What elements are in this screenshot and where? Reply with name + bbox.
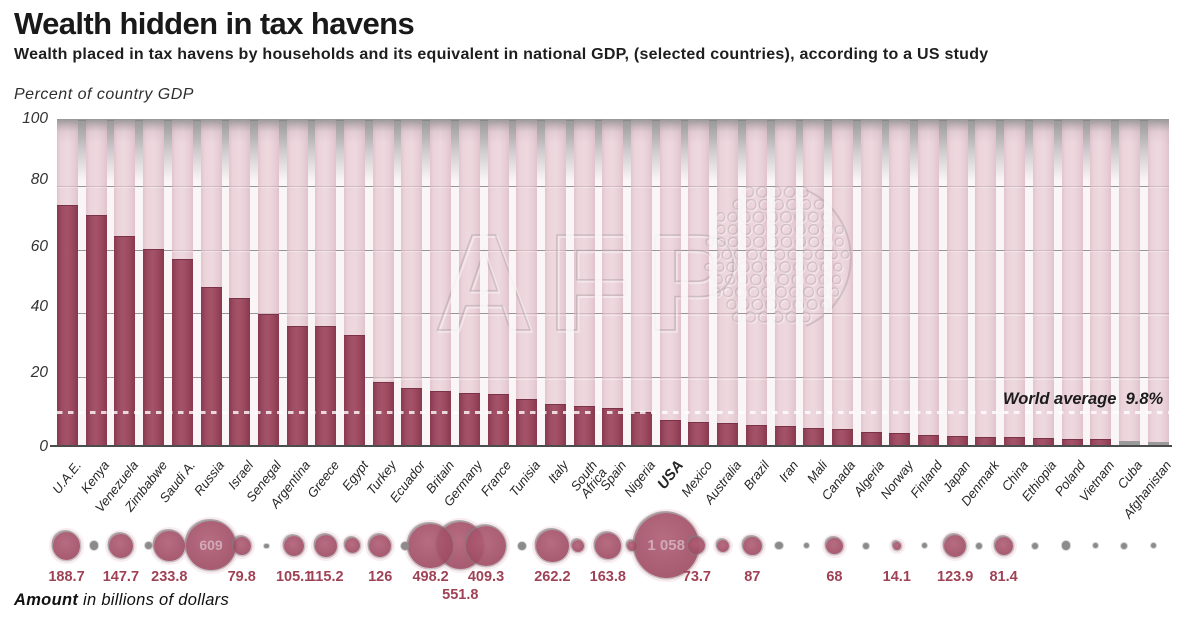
svg-text:AFP: AFP <box>436 208 754 362</box>
svg-text:AFP: AFP <box>434 206 752 360</box>
